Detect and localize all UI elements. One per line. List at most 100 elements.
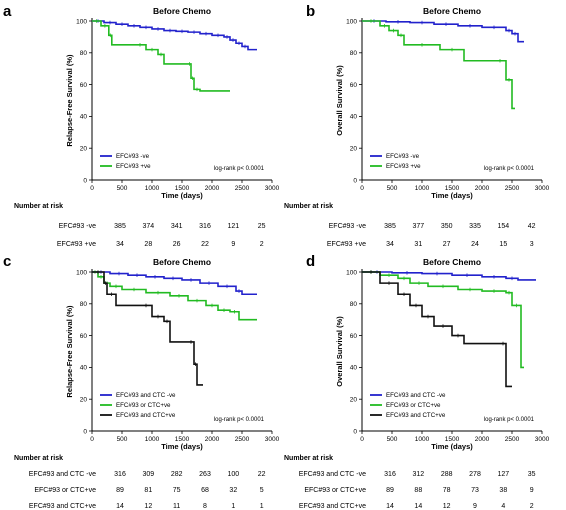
y-tick-label: 0 bbox=[83, 177, 87, 184]
y-tick-label: 40 bbox=[350, 114, 358, 121]
series-line-1 bbox=[92, 20, 257, 51]
risk-value: 22 bbox=[201, 241, 209, 248]
risk-value: 385 bbox=[114, 223, 126, 230]
risk-row-label: EFC#93 -ve bbox=[59, 223, 96, 230]
logrank-annotation: log-rank p< 0.0001 bbox=[214, 166, 265, 172]
risk-value: 4 bbox=[501, 503, 505, 510]
series-line-1 bbox=[362, 20, 524, 43]
panel-label: b bbox=[306, 3, 315, 20]
x-tick-label: 2500 bbox=[505, 436, 520, 443]
y-axis-label: Relapse-Free Survival (%) bbox=[65, 305, 74, 398]
risk-value: 34 bbox=[116, 241, 124, 248]
chart-title: Before Chemo bbox=[153, 6, 211, 16]
risk-row-label: EFC#93 or CTC+ve bbox=[304, 487, 366, 494]
chart-title: Before Chemo bbox=[423, 257, 481, 267]
risk-value: 25 bbox=[258, 223, 266, 230]
y-tick-label: 60 bbox=[80, 82, 88, 89]
x-tick-label: 2000 bbox=[205, 185, 220, 192]
x-tick-label: 1000 bbox=[415, 185, 430, 192]
risk-value: 288 bbox=[441, 471, 453, 478]
risk-row-label: EFC#93 and CTC+ve bbox=[29, 503, 96, 510]
x-tick-label: 0 bbox=[360, 436, 364, 443]
risk-value: 377 bbox=[412, 223, 424, 230]
y-tick-label: 0 bbox=[353, 177, 357, 184]
risk-value: 73 bbox=[471, 487, 479, 494]
legend-entry: EFC#93 and CTC -ve bbox=[116, 392, 176, 399]
x-tick-label: 0 bbox=[360, 185, 364, 192]
x-tick-label: 2000 bbox=[475, 185, 490, 192]
x-axis-label: Time (days) bbox=[431, 442, 473, 451]
risk-value: 42 bbox=[528, 223, 536, 230]
y-tick-label: 40 bbox=[80, 365, 88, 372]
risk-table-header: Number at risk bbox=[284, 455, 333, 462]
legend-entry: EFC#93 and CTC -ve bbox=[386, 392, 446, 399]
panel-label: d bbox=[306, 253, 315, 270]
risk-value: 1 bbox=[231, 503, 235, 510]
legend-entry: EFC#93 or CTC+ve bbox=[386, 402, 441, 409]
risk-value: 9 bbox=[473, 503, 477, 510]
chart-title: Before Chemo bbox=[423, 6, 481, 16]
y-tick-label: 40 bbox=[350, 365, 358, 372]
risk-table-header: Number at risk bbox=[284, 203, 333, 210]
risk-value: 34 bbox=[386, 241, 394, 248]
y-tick-label: 60 bbox=[350, 82, 358, 89]
risk-value: 9 bbox=[231, 241, 235, 248]
risk-row-label: EFC#93 -ve bbox=[329, 223, 366, 230]
risk-row-label: EFC#93 and CTC -ve bbox=[29, 471, 96, 478]
panel-label: c bbox=[3, 253, 11, 270]
y-tick-label: 0 bbox=[353, 428, 357, 435]
risk-table-header: Number at risk bbox=[14, 455, 63, 462]
risk-value: 2 bbox=[260, 241, 264, 248]
x-tick-label: 2500 bbox=[235, 185, 250, 192]
y-axis-label: Overall Survival (%) bbox=[335, 65, 344, 136]
risk-value: 12 bbox=[443, 503, 451, 510]
risk-value: 374 bbox=[142, 223, 154, 230]
risk-value: 3 bbox=[530, 241, 534, 248]
y-tick-label: 20 bbox=[80, 146, 88, 153]
x-tick-label: 500 bbox=[117, 185, 128, 192]
y-tick-label: 80 bbox=[80, 301, 88, 308]
risk-value: 1 bbox=[260, 503, 264, 510]
series-line-2 bbox=[362, 271, 524, 369]
risk-table-header: Number at risk bbox=[14, 203, 63, 210]
y-tick-label: 20 bbox=[350, 146, 358, 153]
y-tick-label: 40 bbox=[80, 114, 88, 121]
x-tick-label: 2000 bbox=[475, 436, 490, 443]
x-axis-label: Time (days) bbox=[161, 442, 203, 451]
risk-value: 2 bbox=[530, 503, 534, 510]
x-tick-label: 0 bbox=[90, 185, 94, 192]
risk-value: 22 bbox=[258, 471, 266, 478]
risk-value: 335 bbox=[469, 223, 481, 230]
chart-title: Before Chemo bbox=[153, 257, 211, 267]
risk-row-label: EFC#93 and CTC -ve bbox=[299, 471, 366, 478]
risk-value: 316 bbox=[199, 223, 211, 230]
risk-value: 31 bbox=[414, 241, 422, 248]
y-tick-label: 20 bbox=[80, 397, 88, 404]
risk-value: 127 bbox=[497, 471, 509, 478]
risk-value: 24 bbox=[471, 241, 479, 248]
risk-value: 8 bbox=[203, 503, 207, 510]
series-line-2 bbox=[362, 20, 515, 110]
risk-value: 316 bbox=[384, 471, 396, 478]
x-tick-label: 1500 bbox=[175, 185, 190, 192]
risk-value: 385 bbox=[384, 223, 396, 230]
risk-value: 11 bbox=[173, 503, 180, 510]
legend-entry: EFC#93 and CTC+ve bbox=[386, 412, 446, 419]
risk-value: 12 bbox=[144, 503, 152, 510]
risk-row-label: EFC#93 +ve bbox=[327, 241, 366, 248]
risk-row-label: EFC#93 or CTC+ve bbox=[34, 487, 96, 494]
risk-value: 15 bbox=[499, 241, 507, 248]
y-tick-label: 100 bbox=[346, 18, 357, 25]
risk-value: 121 bbox=[227, 223, 239, 230]
series-line-1 bbox=[92, 271, 257, 296]
panel-label: a bbox=[3, 3, 12, 20]
risk-value: 282 bbox=[171, 471, 183, 478]
risk-value: 100 bbox=[227, 471, 239, 478]
risk-value: 78 bbox=[443, 487, 451, 494]
risk-value: 9 bbox=[530, 487, 534, 494]
x-tick-label: 1000 bbox=[145, 436, 160, 443]
risk-value: 89 bbox=[386, 487, 394, 494]
